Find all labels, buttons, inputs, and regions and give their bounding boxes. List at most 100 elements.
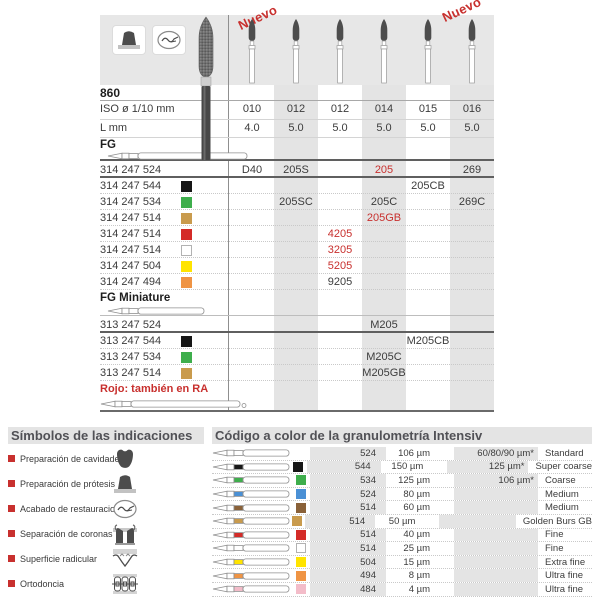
grain-size: 15 µm xyxy=(403,556,430,568)
symbols-title: Símbolos de las indicaciones xyxy=(8,427,204,444)
iso-value: 010 xyxy=(242,103,262,115)
separator-line xyxy=(100,315,494,316)
spacer xyxy=(446,569,454,582)
bur-image xyxy=(212,583,296,596)
color-chip-cell xyxy=(296,447,310,460)
color-chip xyxy=(296,584,306,595)
color-chip xyxy=(292,516,302,527)
table-row: 313 247 534 M205C xyxy=(100,349,494,365)
grain-size: 50 µm xyxy=(388,515,416,527)
order-code: 313 247 534 xyxy=(100,351,162,363)
order-code: 314 247 514 xyxy=(100,244,162,256)
granulometry-section: Código a color de la granulometría Inten… xyxy=(212,427,592,597)
indication-item: Preparación de prótesis xyxy=(8,471,204,496)
grain-size: 80 µm xyxy=(403,488,430,500)
separator-line xyxy=(100,119,494,120)
granulometry-row: 484 4 µm Ultra fine xyxy=(212,582,592,597)
alt-grain-size xyxy=(454,528,538,542)
length-value: 5.0 xyxy=(288,122,304,134)
table-row: 314 247 514 3205 xyxy=(100,242,494,258)
spacer xyxy=(446,556,454,569)
grain-size: 150 µm xyxy=(391,461,424,473)
model-number: 860 xyxy=(100,86,121,100)
color-chip-cell xyxy=(296,556,310,569)
featured-bur-image xyxy=(194,16,218,167)
grit-name: Ultra fine xyxy=(545,570,584,582)
bur-image xyxy=(212,569,296,582)
iso-value: 016 xyxy=(462,103,482,115)
color-chip-cell xyxy=(296,583,310,596)
grit-code: 504 xyxy=(310,555,386,569)
indication-label: Preparación de cavidades xyxy=(20,454,125,464)
iso-value: 012 xyxy=(286,103,306,115)
spacer xyxy=(446,501,454,514)
order-code: 314 247 514 xyxy=(100,228,162,240)
color-chip-cell xyxy=(296,529,310,542)
table-divider-line xyxy=(228,15,229,410)
grain-size: 125 µm xyxy=(398,474,430,486)
color-chip xyxy=(181,261,192,272)
grain-size: 4 µm xyxy=(408,583,430,595)
ref-number: 205GB xyxy=(366,212,402,224)
grit-name: Super coarse xyxy=(535,461,592,473)
alt-grain-size: 106 µm* xyxy=(454,474,538,487)
length-value: 4.0 xyxy=(244,122,260,134)
indication-label: Separación de coronas xyxy=(20,529,113,539)
bur-image xyxy=(290,18,302,89)
granulometry-row: 514 25 µm Fine xyxy=(212,542,592,556)
ref-number: 205S xyxy=(283,164,309,176)
color-chip-cell xyxy=(293,461,307,474)
length-value: 5.0 xyxy=(420,122,436,134)
grit-code: 534 xyxy=(310,474,386,487)
ref-number: 9205 xyxy=(327,276,353,288)
indication-item: Ortodoncia xyxy=(8,571,204,596)
color-chip xyxy=(296,557,306,568)
length-value: 5.0 xyxy=(464,122,480,134)
alt-grain-size xyxy=(454,542,538,555)
ref-number: M205GB xyxy=(362,367,406,379)
grit-name: Medium xyxy=(545,488,579,500)
table-row: 313 247 544 M205CB xyxy=(100,333,494,349)
ref-number: M205C xyxy=(366,351,402,363)
color-chip xyxy=(181,336,192,347)
spacer xyxy=(446,447,454,460)
table-row: 314 247 514 205GB xyxy=(100,210,494,226)
ref-number: 205CB xyxy=(411,180,445,192)
separator-line xyxy=(100,159,494,161)
granulometry-row: 524 80 µm Medium xyxy=(212,487,592,502)
red-bullet xyxy=(8,555,15,562)
bur-image xyxy=(212,515,292,528)
color-chip-cell xyxy=(296,488,310,501)
ref-number: M205 xyxy=(370,319,398,331)
order-code: 314 247 524 xyxy=(100,164,162,176)
color-chip-cell xyxy=(292,515,305,528)
grit-name: Ultra fine xyxy=(545,583,584,595)
spacer xyxy=(446,529,454,542)
alt-grain-size: 125 µm* xyxy=(447,460,529,474)
color-chip-cell xyxy=(296,569,310,582)
spacer xyxy=(446,474,454,487)
grit-name: Golden Burs GB xyxy=(522,515,592,527)
ref-number: 5205 xyxy=(327,260,353,272)
symbols-section: Símbolos de las indicaciones Preparación… xyxy=(8,427,204,596)
spacer xyxy=(446,542,454,555)
bur-image xyxy=(212,461,293,474)
iso-value: 014 xyxy=(374,103,394,115)
color-chip xyxy=(293,461,304,472)
grit-code: 524 xyxy=(310,447,386,460)
color-chip-cell xyxy=(296,474,310,487)
iso-value: 012 xyxy=(330,103,350,115)
bur-image xyxy=(246,18,258,89)
grit-code: 544 xyxy=(306,460,381,474)
length-value: 5.0 xyxy=(332,122,348,134)
root-surface-icon xyxy=(112,547,140,571)
ref-number: M205CB xyxy=(406,335,450,347)
color-chip xyxy=(181,352,192,363)
table-row: 313 247 514 M205GB xyxy=(100,365,494,381)
bur-image xyxy=(212,474,296,487)
red-bullet xyxy=(8,580,15,587)
restoration-finish-icon xyxy=(152,25,186,55)
orthodontics-icon xyxy=(112,572,140,596)
order-code: 313 247 544 xyxy=(100,335,162,347)
color-chip xyxy=(181,229,192,240)
